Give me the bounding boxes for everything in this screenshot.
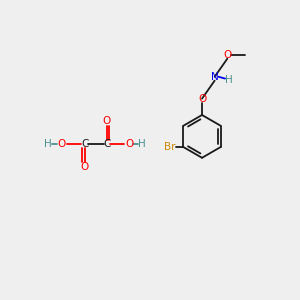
Text: N: N bbox=[211, 72, 218, 82]
Text: H: H bbox=[225, 75, 233, 85]
Text: O: O bbox=[198, 94, 206, 103]
Text: Br: Br bbox=[164, 142, 176, 152]
Text: O: O bbox=[80, 162, 89, 172]
Text: C: C bbox=[81, 139, 88, 149]
Text: H: H bbox=[138, 139, 146, 149]
Text: H: H bbox=[44, 139, 52, 149]
Text: C: C bbox=[103, 139, 111, 149]
Text: O: O bbox=[57, 139, 66, 149]
Text: O: O bbox=[223, 50, 231, 60]
Text: O: O bbox=[125, 139, 133, 149]
Text: O: O bbox=[103, 116, 111, 126]
